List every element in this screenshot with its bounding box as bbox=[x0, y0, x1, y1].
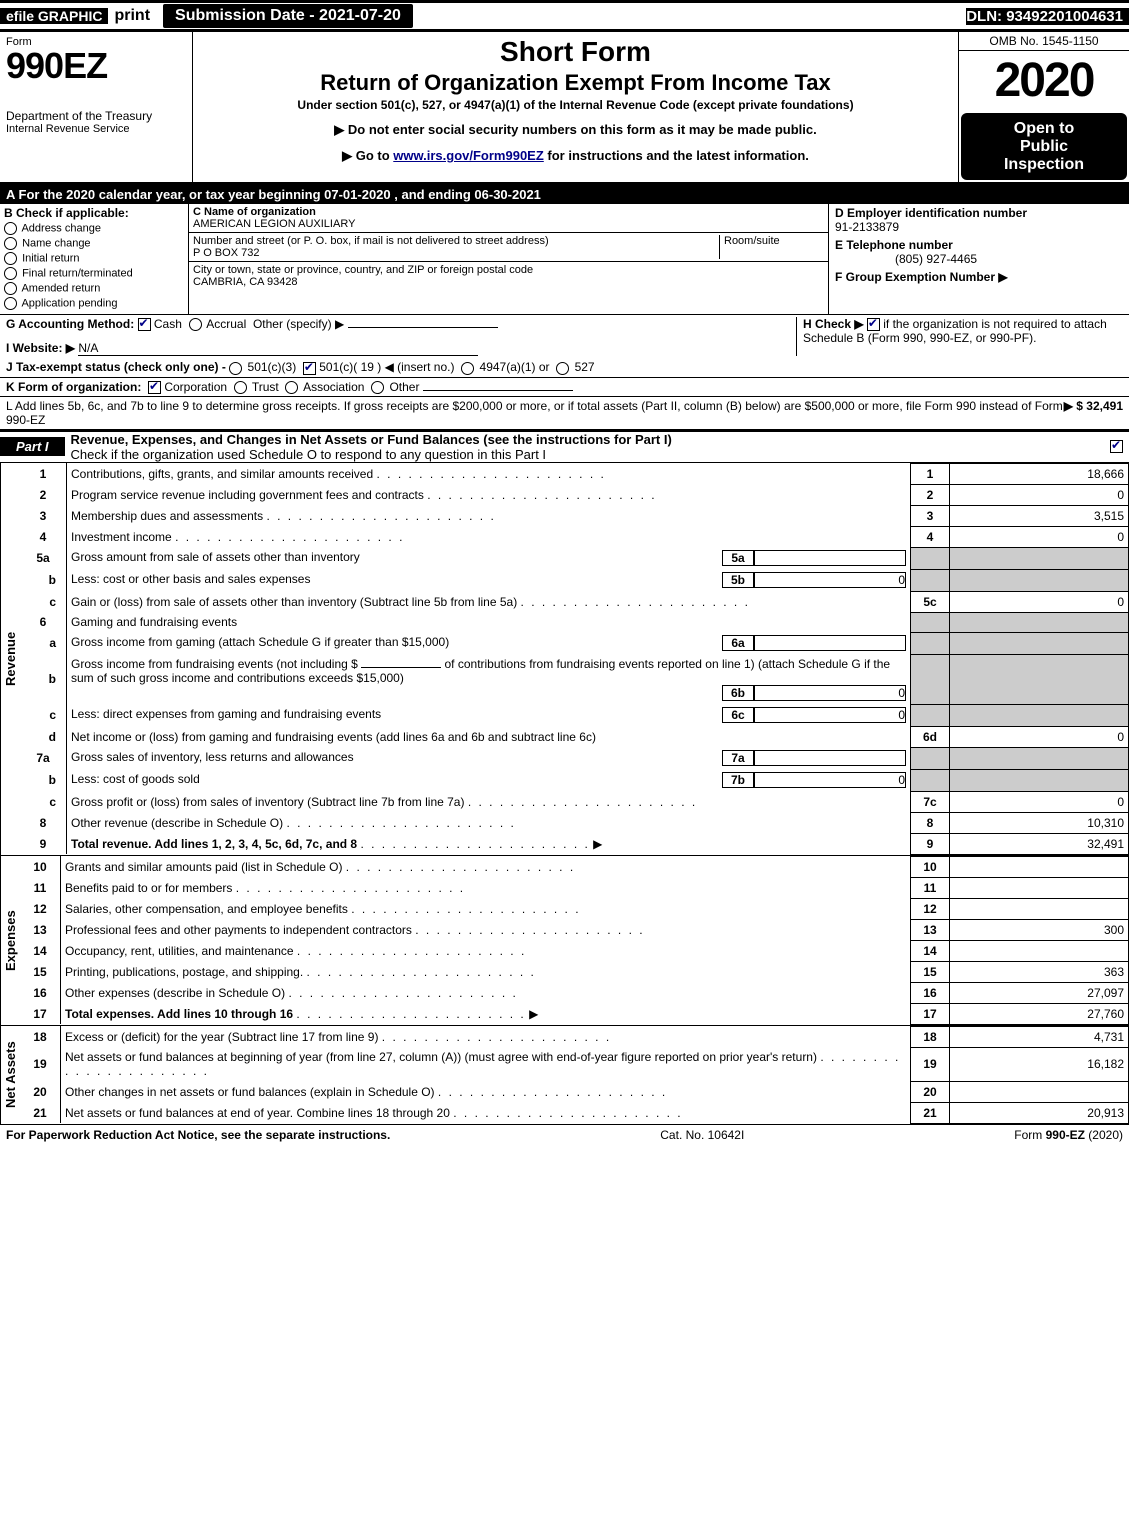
print-button[interactable]: print bbox=[108, 7, 156, 25]
j-527[interactable] bbox=[556, 362, 569, 375]
tax-year: 2020 bbox=[959, 51, 1129, 111]
form-subdesc: Under section 501(c), 527, or 4947(a)(1)… bbox=[199, 98, 952, 112]
e-label: E Telephone number bbox=[835, 238, 953, 252]
h-label: H Check ▶ bbox=[803, 317, 867, 331]
k-trust[interactable] bbox=[234, 381, 247, 394]
c-street-label: Number and street (or P. O. box, if mail… bbox=[193, 235, 549, 247]
part1-num: Part I bbox=[0, 437, 65, 456]
part1-title: Revenue, Expenses, and Changes in Net As… bbox=[71, 432, 672, 447]
org-name: AMERICAN LEGION AUXILIARY bbox=[193, 218, 355, 230]
c-city-label: City or town, state or province, country… bbox=[193, 264, 533, 276]
revenue-side-label: Revenue bbox=[0, 463, 20, 855]
netassets-side-label: Net Assets bbox=[0, 1026, 20, 1124]
part1-subtitle: Check if the organization used Schedule … bbox=[71, 447, 547, 462]
b-address-change[interactable]: Address change bbox=[4, 222, 184, 235]
part1-header: Part I Revenue, Expenses, and Changes in… bbox=[0, 430, 1129, 463]
i-label: I Website: ▶ bbox=[6, 341, 75, 355]
b-final-return[interactable]: Final return/terminated bbox=[4, 267, 184, 280]
form-header: Form 990EZ Department of the Treasury In… bbox=[0, 32, 1129, 185]
g-label: G Accounting Method: bbox=[6, 317, 134, 331]
c-name-label: C Name of organization bbox=[193, 206, 316, 218]
expenses-side-label: Expenses bbox=[0, 856, 20, 1025]
page-footer: For Paperwork Reduction Act Notice, see … bbox=[0, 1124, 1129, 1145]
org-city: CAMBRIA, CA 93428 bbox=[193, 276, 298, 288]
d-label: D Employer identification number bbox=[835, 206, 1027, 220]
website-value: N/A bbox=[78, 341, 478, 356]
submission-date: Submission Date - 2021-07-20 bbox=[162, 3, 414, 29]
footer-right: Form 990-EZ (2020) bbox=[1014, 1128, 1123, 1142]
net-assets-section: Net Assets 18Excess or (deficit) for the… bbox=[0, 1025, 1129, 1124]
b-label: B Check if applicable: bbox=[4, 206, 184, 220]
b-initial-return[interactable]: Initial return bbox=[4, 252, 184, 265]
phone-value: (805) 927-4465 bbox=[835, 252, 977, 266]
k-corp[interactable] bbox=[148, 381, 161, 394]
instr-1: ▶ Do not enter social security numbers o… bbox=[199, 122, 952, 138]
b-name-change[interactable]: Name change bbox=[4, 237, 184, 250]
revenue-table: 1Contributions, gifts, grants, and simil… bbox=[20, 463, 1129, 855]
footer-left: For Paperwork Reduction Act Notice, see … bbox=[6, 1128, 390, 1142]
form-title-2: Return of Organization Exempt From Incom… bbox=[199, 70, 952, 96]
k-label: K Form of organization: bbox=[6, 380, 141, 394]
revenue-section: Revenue 1Contributions, gifts, grants, a… bbox=[0, 463, 1129, 855]
l-amount: ▶ $ 32,491 bbox=[1064, 399, 1123, 427]
ein-value: 91-2133879 bbox=[835, 220, 899, 234]
row-a-taxyear: A For the 2020 calendar year, or tax yea… bbox=[0, 185, 1129, 204]
g-accrual-check[interactable] bbox=[189, 318, 202, 331]
l-text: L Add lines 5b, 6c, and 7b to line 9 to … bbox=[6, 399, 1064, 427]
f-label: F Group Exemption Number ▶ bbox=[835, 270, 1008, 284]
b-application-pending[interactable]: Application pending bbox=[4, 297, 184, 310]
form-title-1: Short Form bbox=[199, 36, 952, 68]
form-number: 990EZ bbox=[6, 48, 186, 84]
b-amended-return[interactable]: Amended return bbox=[4, 282, 184, 295]
j-4947[interactable] bbox=[461, 362, 474, 375]
omb-number: OMB No. 1545-1150 bbox=[959, 32, 1129, 51]
expenses-section: Expenses 10Grants and similar amounts pa… bbox=[0, 855, 1129, 1025]
g-cash-check[interactable] bbox=[138, 318, 151, 331]
dept-treasury: Department of the Treasury bbox=[6, 109, 186, 123]
g-other-input[interactable] bbox=[348, 327, 498, 328]
open-public: Open to Public Inspection bbox=[961, 113, 1127, 180]
k-other[interactable] bbox=[371, 381, 384, 394]
top-bar: efile GRAPHIC print Submission Date - 20… bbox=[0, 0, 1129, 32]
instr-2: ▶ Go to www.irs.gov/Form990EZ for instru… bbox=[199, 148, 952, 164]
j-label: J Tax-exempt status (check only one) - bbox=[6, 360, 229, 374]
j-501c[interactable] bbox=[303, 362, 316, 375]
footer-center: Cat. No. 10642I bbox=[660, 1128, 744, 1142]
org-street: P O BOX 732 bbox=[193, 247, 259, 259]
part1-check[interactable] bbox=[1110, 440, 1123, 453]
irs-label: Internal Revenue Service bbox=[6, 123, 186, 135]
entity-block: B Check if applicable: Address change Na… bbox=[0, 204, 1129, 315]
k-other-input[interactable] bbox=[423, 390, 573, 391]
expenses-table: 10Grants and similar amounts paid (list … bbox=[20, 856, 1129, 1025]
efile-label: efile GRAPHIC bbox=[0, 8, 108, 24]
netassets-table: 18Excess or (deficit) for the year (Subt… bbox=[20, 1026, 1129, 1124]
h-check[interactable] bbox=[867, 318, 880, 331]
j-501c3[interactable] bbox=[229, 362, 242, 375]
dln-label: DLN: 93492201004631 bbox=[966, 8, 1129, 25]
room-label: Room/suite bbox=[724, 235, 780, 247]
irs-link[interactable]: www.irs.gov/Form990EZ bbox=[393, 148, 544, 163]
k-assoc[interactable] bbox=[285, 381, 298, 394]
